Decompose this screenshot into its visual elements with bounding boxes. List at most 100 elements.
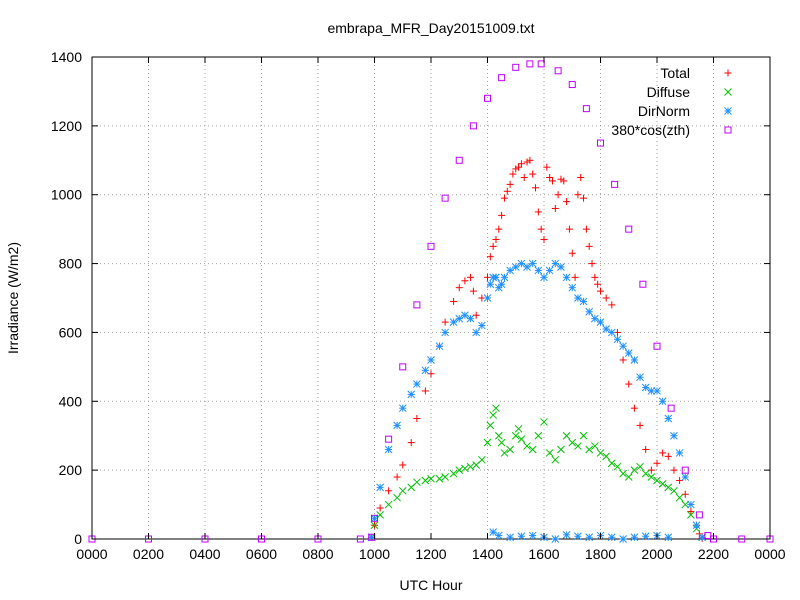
data-point bbox=[562, 273, 571, 282]
data-point bbox=[630, 404, 638, 412]
data-point bbox=[483, 294, 492, 302]
data-point bbox=[500, 449, 509, 457]
x-tick-label: 0000 bbox=[76, 546, 107, 562]
data-point bbox=[537, 60, 545, 68]
data-point bbox=[494, 431, 503, 440]
data-point bbox=[461, 464, 469, 473]
data-point bbox=[681, 466, 689, 474]
data-point bbox=[642, 445, 650, 453]
data-point bbox=[647, 473, 656, 481]
data-point bbox=[641, 469, 650, 478]
data-point bbox=[543, 163, 551, 171]
data-point bbox=[557, 445, 565, 454]
data-point bbox=[413, 380, 421, 388]
data-point bbox=[356, 535, 364, 543]
data-point bbox=[371, 514, 378, 522]
data-point bbox=[641, 383, 650, 392]
x-tick-label: 0200 bbox=[133, 546, 164, 562]
data-point bbox=[399, 461, 407, 469]
data-point bbox=[494, 531, 503, 540]
legend: Total Diffuse DirNorm 380*cos(zth) bbox=[611, 65, 732, 138]
data-point bbox=[653, 387, 661, 395]
x-tick-label: 1600 bbox=[528, 546, 559, 562]
data-point bbox=[528, 259, 537, 268]
data-point bbox=[602, 452, 611, 461]
data-point bbox=[579, 297, 588, 306]
y-tick-label: 1200 bbox=[51, 118, 82, 134]
data-point bbox=[413, 478, 421, 487]
x-tick-label: 2000 bbox=[641, 546, 672, 562]
data-point bbox=[523, 442, 531, 450]
data-point bbox=[506, 533, 514, 542]
data-point bbox=[489, 411, 498, 419]
data-point bbox=[695, 511, 703, 519]
data-point bbox=[399, 363, 407, 371]
data-point bbox=[636, 373, 644, 382]
data-point bbox=[506, 180, 514, 188]
data-point bbox=[630, 533, 639, 542]
legend-marker bbox=[724, 69, 732, 77]
data-point bbox=[590, 442, 599, 450]
data-point bbox=[514, 424, 523, 433]
data-point bbox=[687, 511, 695, 519]
data-point bbox=[624, 349, 633, 357]
data-point bbox=[398, 486, 407, 495]
data-point bbox=[376, 504, 384, 512]
data-point bbox=[472, 328, 481, 337]
data-point bbox=[596, 449, 605, 457]
data-point bbox=[370, 514, 379, 523]
data-point bbox=[560, 177, 568, 185]
data-point bbox=[520, 174, 528, 181]
data-point bbox=[675, 493, 684, 502]
x-tick-label: 0400 bbox=[189, 546, 220, 562]
y-tick-label: 0 bbox=[74, 531, 82, 547]
data-point bbox=[591, 273, 599, 281]
x-tick-label: 0800 bbox=[302, 546, 333, 562]
data-point bbox=[557, 263, 565, 271]
data-point bbox=[580, 194, 588, 202]
data-point bbox=[704, 532, 712, 540]
data-point bbox=[653, 342, 661, 350]
data-point bbox=[630, 466, 639, 474]
data-point bbox=[455, 314, 464, 323]
data-point bbox=[489, 242, 497, 250]
data-point bbox=[562, 431, 571, 440]
legend-label: DirNorm bbox=[638, 103, 690, 119]
data-point bbox=[486, 421, 495, 430]
data-point bbox=[577, 174, 585, 181]
data-point bbox=[588, 260, 596, 268]
data-point bbox=[574, 532, 582, 541]
data-point bbox=[692, 521, 701, 530]
data-point bbox=[427, 356, 435, 364]
data-point bbox=[574, 191, 582, 199]
data-point bbox=[574, 442, 582, 450]
data-point bbox=[523, 263, 531, 271]
data-point bbox=[421, 387, 429, 395]
data-point bbox=[636, 421, 644, 429]
x-tick-label: 1800 bbox=[585, 546, 616, 562]
data-point bbox=[413, 301, 421, 309]
data-point bbox=[466, 462, 475, 471]
data-point bbox=[613, 462, 622, 471]
data-point bbox=[393, 421, 401, 430]
data-point bbox=[579, 431, 588, 440]
data-point bbox=[492, 235, 500, 243]
data-point bbox=[636, 462, 644, 471]
data-point bbox=[421, 366, 430, 375]
data-point bbox=[532, 184, 540, 192]
y-tick-label: 1400 bbox=[51, 49, 82, 65]
legend-label: Diffuse bbox=[647, 84, 691, 100]
data-point bbox=[602, 294, 610, 302]
data-point bbox=[687, 500, 695, 509]
data-point bbox=[384, 445, 393, 454]
data-point bbox=[582, 105, 590, 113]
data-point bbox=[393, 493, 401, 502]
data-point bbox=[455, 466, 464, 474]
data-point bbox=[407, 439, 415, 447]
data-point bbox=[450, 297, 458, 305]
data-point bbox=[625, 380, 633, 388]
data-point bbox=[441, 194, 449, 202]
data-point bbox=[738, 535, 746, 543]
